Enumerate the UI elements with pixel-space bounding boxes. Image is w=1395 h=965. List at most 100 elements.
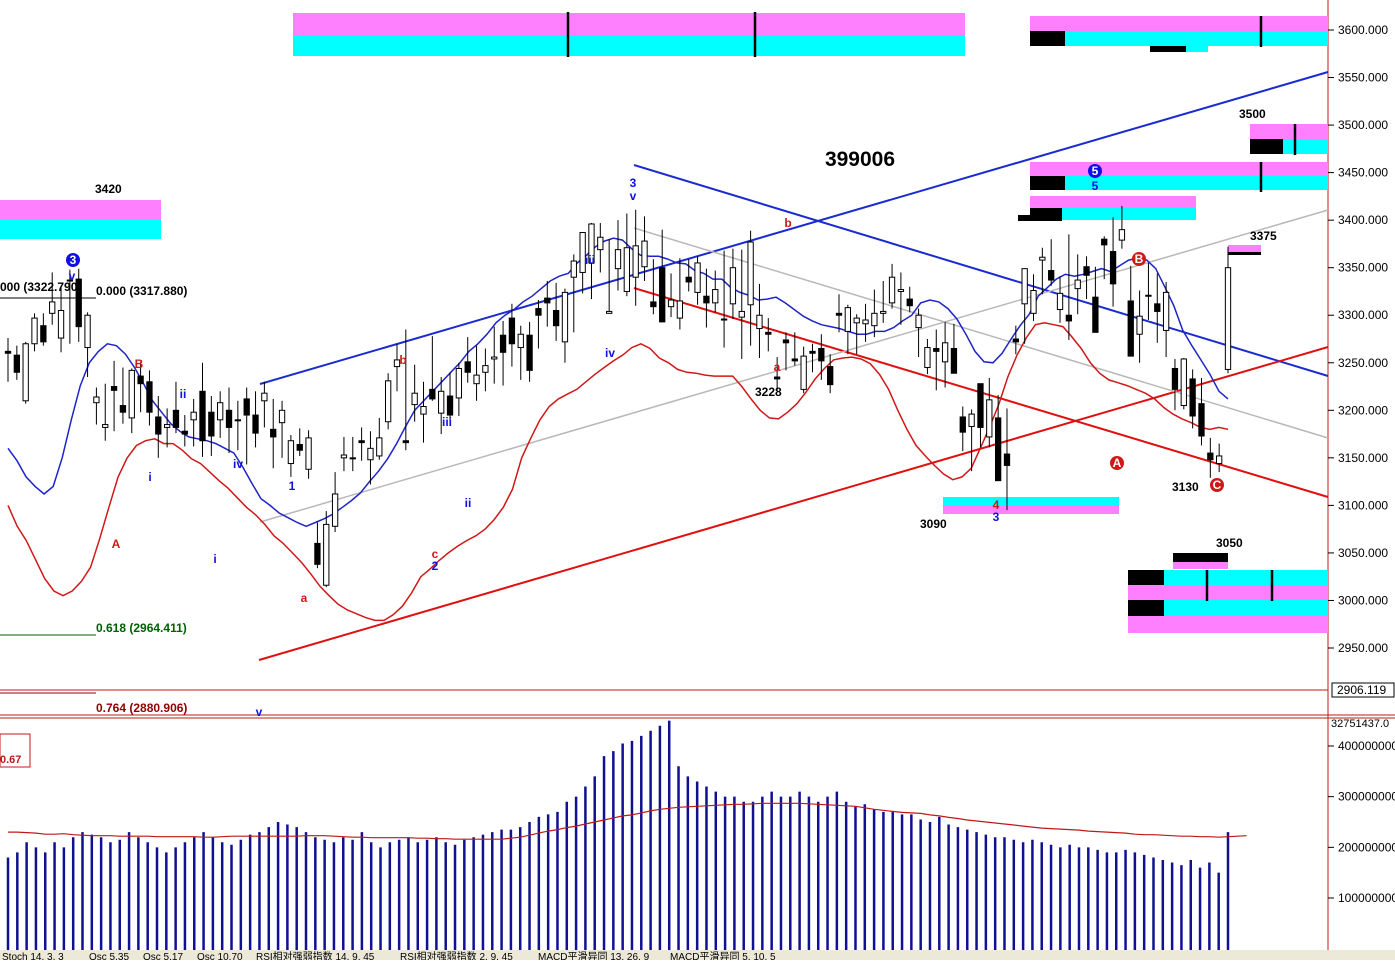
- candle-body: [1171, 367, 1179, 390]
- candle: [181, 415, 188, 447]
- volume-panel: [6, 720, 1247, 950]
- wave-label-blue: 3: [993, 510, 1000, 524]
- candle: [1074, 254, 1081, 315]
- candle-body: [756, 314, 763, 330]
- candle: [941, 321, 949, 388]
- wave-label-blue: iv: [605, 346, 615, 360]
- candle: [331, 472, 339, 533]
- candle: [420, 381, 427, 443]
- candle-body: [800, 355, 807, 390]
- candle: [252, 391, 259, 448]
- tab-macd-13[interactable]: MACD平滑异同 13, 26, 9: [538, 951, 650, 963]
- wave-label-blue: 5: [1092, 164, 1099, 178]
- candle-body: [305, 437, 312, 470]
- candle: [155, 396, 162, 458]
- candle: [782, 332, 790, 371]
- tab-stoch[interactable]: Stoch 14, 3, 3: [2, 952, 64, 963]
- tab-osc-10-70[interactable]: Osc 10,70: [197, 952, 243, 963]
- candle: [517, 325, 524, 380]
- candle: [694, 256, 701, 305]
- candle-body: [1056, 292, 1064, 311]
- candle: [959, 406, 966, 452]
- wave-label-red: A: [1113, 456, 1122, 470]
- candle-body: [552, 309, 560, 327]
- candle: [544, 281, 551, 327]
- wave-label-blue: i: [148, 470, 151, 484]
- wave-label-blue: 3: [630, 176, 637, 190]
- candle: [756, 283, 763, 359]
- candle-body: [606, 310, 613, 314]
- price-axis-label: 3050.000: [1338, 546, 1388, 560]
- candle: [641, 216, 648, 282]
- wave-label-blue: iv: [233, 457, 243, 471]
- candle: [225, 387, 233, 454]
- candle: [482, 348, 489, 392]
- price-axis-label: 3350.000: [1338, 261, 1388, 275]
- volume-header-label: 32751437.0: [1331, 718, 1389, 730]
- candle: [1127, 265, 1134, 357]
- candle: [632, 209, 639, 306]
- target-zones: [0, 12, 1328, 633]
- candle-body: [650, 301, 657, 308]
- volume-axis-label: 300000000: [1338, 790, 1395, 804]
- wave-label-red: B: [1135, 252, 1144, 266]
- candle-body: [429, 388, 436, 400]
- tab-rsi-14[interactable]: RSI相对强弱指数 14, 9, 45: [256, 950, 375, 963]
- candle-body: [261, 392, 268, 402]
- candle-body: [659, 267, 666, 323]
- candle: [667, 273, 675, 318]
- candle: [49, 272, 56, 325]
- candle: [1207, 437, 1214, 478]
- candle: [1171, 358, 1179, 411]
- candle-body: [84, 314, 91, 349]
- candle: [747, 230, 754, 346]
- candle: [1109, 217, 1117, 307]
- wave-label-blue: v: [256, 705, 263, 719]
- candle-body: [323, 523, 330, 586]
- wave-label-blue: 5: [1092, 179, 1099, 193]
- candle: [1162, 281, 1170, 358]
- candle-body: [1198, 403, 1205, 437]
- candle: [172, 381, 180, 434]
- tab-rsi-2[interactable]: RSI相对强弱指数 2, 9, 45: [400, 950, 513, 963]
- candle: [703, 268, 710, 328]
- wave-label-blue: iii: [585, 253, 595, 267]
- price-axis-label: 3250.000: [1338, 356, 1388, 370]
- candle-body: [270, 428, 277, 438]
- price-axis-label: 3000.000: [1338, 593, 1388, 607]
- candle-body: [1127, 300, 1134, 357]
- wave-label-red: c: [432, 547, 439, 561]
- tab-macd-5[interactable]: MACD平滑异同 5, 10, 5: [670, 951, 776, 963]
- candle-body: [632, 245, 639, 278]
- price-axis-label: 2950.000: [1338, 641, 1388, 655]
- candle: [446, 372, 454, 420]
- candle-body: [225, 409, 233, 428]
- candle: [508, 303, 516, 367]
- candle-body: [411, 392, 418, 406]
- wave-label-blue: v: [630, 189, 637, 203]
- candle-body: [137, 375, 144, 385]
- candle: [305, 430, 312, 479]
- price-annotation: 3050: [1216, 536, 1243, 550]
- tab-osc-5-17[interactable]: Osc 5,17: [143, 952, 183, 963]
- candle-body: [464, 361, 471, 373]
- candle: [287, 435, 295, 477]
- candle: [950, 323, 958, 374]
- candle-body: [729, 267, 737, 305]
- candle: [818, 334, 825, 380]
- candle: [66, 269, 74, 344]
- candle: [40, 313, 47, 346]
- trend-lines: [258, 71, 1329, 661]
- candle-body: [1074, 279, 1081, 290]
- candle: [933, 329, 940, 391]
- tab-osc-5-35[interactable]: Osc 5,35: [89, 952, 129, 963]
- candle: [1092, 266, 1099, 333]
- candle: [1216, 443, 1223, 473]
- candle-body: [234, 419, 242, 422]
- candle-body: [959, 416, 966, 433]
- candle: [862, 303, 869, 342]
- candle: [561, 288, 569, 363]
- price-axis-label: 3500.000: [1338, 118, 1388, 132]
- candle-body: [172, 409, 180, 428]
